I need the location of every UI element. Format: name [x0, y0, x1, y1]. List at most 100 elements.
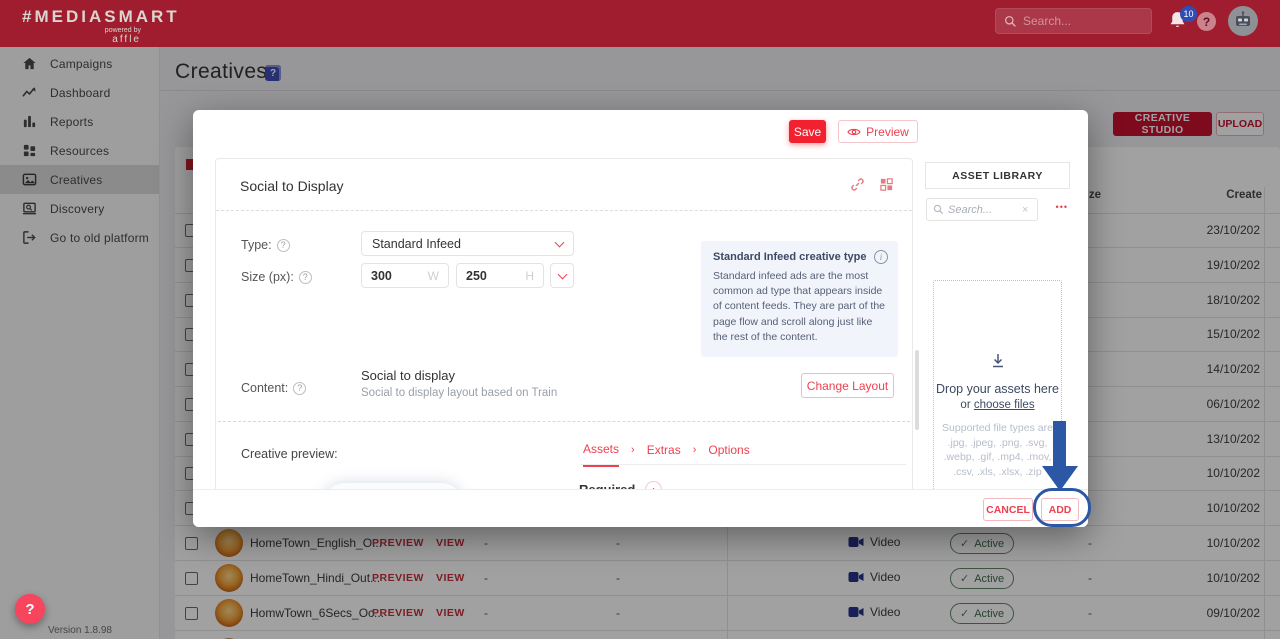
video-camera-icon [848, 572, 864, 582]
help-icon: ? [276, 238, 290, 252]
help-icon: ? [298, 270, 312, 284]
affle-brand: affle [112, 34, 141, 45]
created-date: 19/10/202 [1206, 258, 1260, 272]
cancel-button[interactable]: CANCEL [983, 498, 1033, 521]
choose-files-link[interactable]: choose files [973, 399, 1035, 411]
notification-badge: 10 [1180, 6, 1197, 22]
table-row: HomeTown_English_O... PREVIEW VIEW - - V… [175, 526, 1280, 561]
asset-search-input[interactable] [948, 203, 1018, 216]
row-checkbox[interactable] [185, 572, 198, 585]
link-icon[interactable] [850, 177, 865, 192]
content-layout-subtitle: Social to display layout based on Train [361, 387, 558, 399]
eye-icon [847, 128, 861, 135]
asset-tabs: Assets › Extras › Options [583, 442, 750, 467]
creative-thumbnail [215, 599, 243, 627]
created-date: 14/10/202 [1206, 362, 1260, 376]
global-search[interactable] [995, 8, 1152, 34]
sidebar-item-label: Go to old platform [50, 230, 149, 245]
clear-icon[interactable]: × [1022, 203, 1029, 216]
panel-header: Social to Display [216, 159, 912, 211]
title-divider [160, 90, 1280, 91]
created-date: 10/10/202 [1206, 501, 1260, 515]
created-date: 23/10/202 [1206, 223, 1260, 237]
check-icon: ✓ [960, 573, 970, 585]
sidebar-item-label: Reports [50, 114, 94, 129]
infobox-title: Standard Infeed creative type [713, 251, 867, 263]
preview-link[interactable]: PREVIEW [372, 607, 424, 619]
top-header: #MEDIASMART powered by affle 10 ? [0, 0, 1280, 47]
row-checkbox[interactable] [185, 607, 198, 620]
table-row: HomwTown_6Secs_Oc... PREVIEW VIEW - - Vi… [175, 596, 1280, 631]
width-input[interactable]: 300 W [361, 263, 449, 288]
floating-help-button[interactable]: ? [15, 594, 45, 624]
help-icon: ? [293, 381, 307, 395]
layout-grid-icon[interactable] [879, 177, 894, 192]
mediasmart-logo: #MEDIASMART [22, 7, 180, 26]
sidebar-item-campaigns[interactable]: Campaigns [0, 49, 159, 78]
view-link[interactable]: VIEW [436, 572, 465, 584]
cell-empty: - [1088, 571, 1092, 585]
modal-scrollbar[interactable] [915, 350, 919, 430]
discovery-icon [22, 202, 37, 215]
row-checkbox[interactable] [185, 537, 198, 550]
creative-editor-modal: Save Preview Social to Display Type:? St… [193, 110, 1088, 527]
type-label: Type:? [241, 238, 290, 252]
cell-empty: - [484, 536, 488, 550]
search-input[interactable] [1023, 14, 1143, 28]
sidebar-item-resources[interactable]: Resources [0, 136, 159, 165]
asset-search[interactable]: × [926, 198, 1038, 221]
creative-thumbnail [215, 529, 243, 557]
sidebar-item-creatives[interactable]: Creatives [0, 165, 159, 194]
notifications-button[interactable]: 10 [1168, 6, 1197, 36]
page-help-icon[interactable]: ? [265, 65, 281, 81]
sidebar-item-dashboard[interactable]: Dashboard [0, 78, 159, 107]
created-date: 13/10/202 [1206, 432, 1260, 446]
tab-extras[interactable]: Extras [646, 443, 681, 457]
created-date: 10/10/202 [1206, 571, 1260, 585]
sidebar-item-label: Dashboard [50, 85, 111, 100]
chevron-down-icon [554, 237, 565, 248]
type-infobox: Standard Infeed creative type i Standard… [701, 241, 898, 358]
preview-link[interactable]: PREVIEW [372, 537, 424, 549]
sidebar-item-reports[interactable]: Reports [0, 107, 159, 136]
header-help-button[interactable]: ? [1197, 12, 1216, 31]
sidebar-item-label: Discovery [50, 201, 105, 216]
sidebar-item-old-platform[interactable]: Go to old platform [0, 223, 159, 252]
check-icon: ✓ [960, 538, 970, 550]
change-layout-button[interactable]: Change Layout [801, 373, 894, 398]
video-camera-icon [848, 607, 864, 617]
cell-empty: - [616, 606, 620, 620]
size-preset-dropdown[interactable] [550, 263, 574, 288]
video-camera-icon [848, 537, 864, 547]
size-label: Size (px):? [241, 270, 312, 284]
user-avatar[interactable] [1228, 6, 1258, 36]
search-icon [1004, 15, 1016, 27]
sidebar-item-label: Resources [50, 143, 110, 158]
preview-button[interactable]: Preview [838, 120, 918, 143]
tab-assets[interactable]: Assets [583, 442, 620, 467]
tab-options[interactable]: Options [708, 443, 750, 457]
view-link[interactable]: VIEW [436, 607, 465, 619]
preview-link[interactable]: PREVIEW [372, 572, 424, 584]
creative-studio-button[interactable]: CREATIVE STUDIO [1113, 112, 1212, 136]
bar-chart-icon [23, 115, 36, 128]
save-button[interactable]: Save [789, 120, 826, 143]
view-link[interactable]: VIEW [436, 537, 465, 549]
download-icon [992, 354, 1003, 368]
content-label: Content:? [241, 381, 307, 395]
check-icon: ✓ [960, 608, 970, 620]
creative-type: Video [848, 605, 900, 619]
height-input[interactable]: 250 H [456, 263, 544, 288]
status-badge: ✓ Active [950, 603, 1015, 624]
version-label: Version 1.8.98 [48, 625, 112, 636]
more-options-icon[interactable]: ••• [1055, 202, 1068, 212]
grid-icon [23, 144, 36, 157]
sidebar-nav: Campaigns Dashboard Reports Resources Cr… [0, 47, 160, 639]
sidebar-item-discovery[interactable]: Discovery [0, 194, 159, 223]
supported-file-types: Supported file types are .jpg, .jpeg, .p… [942, 422, 1053, 479]
cell-empty: - [616, 536, 620, 550]
social-to-display-panel: Social to Display Type:? Standard Infeed… [215, 158, 913, 527]
chevron-down-icon [557, 269, 567, 280]
type-select[interactable]: Standard Infeed [361, 231, 574, 256]
upload-button[interactable]: UPLOAD [1216, 112, 1264, 136]
